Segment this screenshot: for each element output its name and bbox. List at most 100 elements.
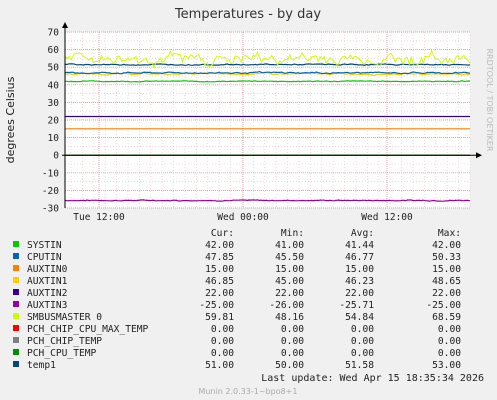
legend-swatch bbox=[13, 277, 19, 283]
legend-series-name: PCH_CHIP_CPU_MAX_TEMP bbox=[27, 324, 149, 335]
legend-value: 68.59 bbox=[432, 312, 461, 323]
legend-series-name: temp1 bbox=[27, 360, 56, 371]
series-line-temp1 bbox=[65, 63, 471, 67]
legend-value: -26.00 bbox=[269, 300, 304, 311]
legend-series-name: CPUTIN bbox=[27, 252, 62, 263]
y-tick-label: -30 bbox=[42, 204, 59, 215]
legend-value: 0.00 bbox=[351, 348, 374, 359]
y-tick-label: 20 bbox=[48, 116, 60, 127]
rrdtool-credit: RRDTOOL / TOBI OETIKER bbox=[485, 48, 494, 151]
legend-swatch bbox=[13, 265, 19, 271]
legend-series-name: PCH_CPU_TEMP bbox=[27, 348, 97, 359]
legend-value: 45.50 bbox=[275, 252, 304, 263]
legend-value: 46.77 bbox=[345, 252, 374, 263]
legend-value: 47.85 bbox=[205, 252, 234, 263]
legend-value: 46.23 bbox=[345, 276, 374, 287]
legend-value: 22.00 bbox=[205, 288, 234, 299]
legend-value: 0.00 bbox=[211, 336, 234, 347]
legend-value: 0.00 bbox=[438, 348, 461, 359]
munin-version: Munin 2.0.33-1~bpo8+1 bbox=[199, 387, 298, 396]
legend-value: 0.00 bbox=[438, 336, 461, 347]
axes bbox=[62, 22, 482, 208]
series-line-smbusmaster-0 bbox=[64, 49, 471, 70]
series-line-systin bbox=[65, 80, 471, 83]
last-update: Last update: Wed Apr 15 18:35:34 2026 bbox=[261, 373, 484, 384]
legend-value: 0.00 bbox=[281, 348, 304, 359]
x-tick-label: Wed 12:00 bbox=[361, 212, 413, 223]
x-ticks: Tue 12:00 Wed 00:00 Wed 12:00 bbox=[73, 212, 413, 223]
legend-value: 42.00 bbox=[432, 240, 461, 251]
legend-swatch bbox=[13, 337, 19, 343]
legend-swatch bbox=[13, 313, 19, 319]
x-tick-label: Wed 00:00 bbox=[217, 212, 269, 223]
legend-value: 0.00 bbox=[281, 336, 304, 347]
legend-value: -25.71 bbox=[339, 300, 374, 311]
y-tick-label: 60 bbox=[48, 45, 60, 56]
legend-swatch bbox=[13, 289, 19, 295]
legend-value: 22.00 bbox=[345, 288, 374, 299]
y-tick-label: 70 bbox=[48, 28, 60, 39]
y-tick-label: -20 bbox=[42, 186, 59, 197]
legend-value: 15.00 bbox=[275, 264, 304, 275]
legend-swatch bbox=[13, 325, 19, 331]
series-line-auxtin3 bbox=[64, 199, 471, 202]
legend-column-header: Avg: bbox=[351, 228, 374, 239]
legend-value: 51.00 bbox=[205, 360, 234, 371]
legend-value: 46.85 bbox=[205, 276, 234, 287]
x-tick-label: Tue 12:00 bbox=[73, 212, 125, 223]
legend-series-name: PCH_CHIP_TEMP bbox=[27, 336, 102, 347]
legend-value: 0.00 bbox=[211, 348, 234, 359]
legend-column-header: Max: bbox=[438, 228, 461, 239]
y-tick-label: 40 bbox=[48, 80, 60, 91]
legend-column-header: Cur: bbox=[211, 228, 234, 239]
y-tick-label: -10 bbox=[42, 168, 59, 179]
legend-value: 45.00 bbox=[275, 276, 304, 287]
y-axis-arrow bbox=[62, 22, 68, 28]
legend-series-name: AUXTIN0 bbox=[27, 264, 68, 275]
legend-series-name: SYSTIN bbox=[27, 240, 62, 251]
legend-value: 0.00 bbox=[351, 336, 374, 347]
y-ticks: 70 60 50 40 30 20 10 0 -10 -20 -30 bbox=[42, 28, 59, 215]
legend-value: 15.00 bbox=[345, 264, 374, 275]
legend-value: 15.00 bbox=[205, 264, 234, 275]
legend-value: 51.58 bbox=[345, 360, 374, 371]
series-line-cputin bbox=[64, 70, 471, 75]
legend-swatch bbox=[13, 301, 19, 307]
legend-value: 0.00 bbox=[281, 324, 304, 335]
legend-series-name: SMBUSMASTER 0 bbox=[27, 312, 102, 323]
legend-value: 0.00 bbox=[438, 324, 461, 335]
legend-series-name: AUXTIN3 bbox=[27, 300, 68, 311]
legend-value: -25.00 bbox=[426, 300, 461, 311]
chart-title: Temperatures - by day bbox=[174, 7, 321, 22]
legend: Cur: Min: Avg: Max: SYSTIN 42.00 41.00 41.44 42.… bbox=[13, 228, 461, 371]
legend-series-name: AUXTIN1 bbox=[27, 276, 68, 287]
legend-value: 22.00 bbox=[275, 288, 304, 299]
y-tick-label: 10 bbox=[48, 133, 60, 144]
y-tick-label: 30 bbox=[48, 98, 60, 109]
legend-value: -25.00 bbox=[199, 300, 234, 311]
legend-value: 0.00 bbox=[351, 324, 374, 335]
legend-value: 41.00 bbox=[275, 240, 304, 251]
legend-value: 50.00 bbox=[275, 360, 304, 371]
legend-value: 42.00 bbox=[205, 240, 234, 251]
legend-value: 0.00 bbox=[211, 324, 234, 335]
legend-value: 59.81 bbox=[205, 312, 234, 323]
legend-series-name: AUXTIN2 bbox=[27, 288, 67, 299]
legend-column-header: Min: bbox=[281, 228, 304, 239]
y-tick-label: 0 bbox=[53, 151, 59, 162]
y-tick-label: 50 bbox=[48, 63, 60, 74]
legend-value: 48.16 bbox=[275, 312, 304, 323]
x-axis-arrow bbox=[476, 152, 482, 159]
legend-swatch bbox=[13, 253, 19, 259]
legend-value: 41.44 bbox=[345, 240, 374, 251]
legend-value: 22.00 bbox=[432, 288, 461, 299]
y-axis-label: degrees Celsius bbox=[4, 76, 17, 163]
legend-value: 50.33 bbox=[432, 252, 461, 263]
legend-swatch bbox=[13, 241, 19, 247]
legend-value: 48.65 bbox=[432, 276, 461, 287]
legend-swatch bbox=[13, 349, 19, 355]
legend-value: 53.00 bbox=[432, 360, 461, 371]
legend-value: 15.00 bbox=[432, 264, 461, 275]
legend-swatch bbox=[13, 361, 19, 367]
